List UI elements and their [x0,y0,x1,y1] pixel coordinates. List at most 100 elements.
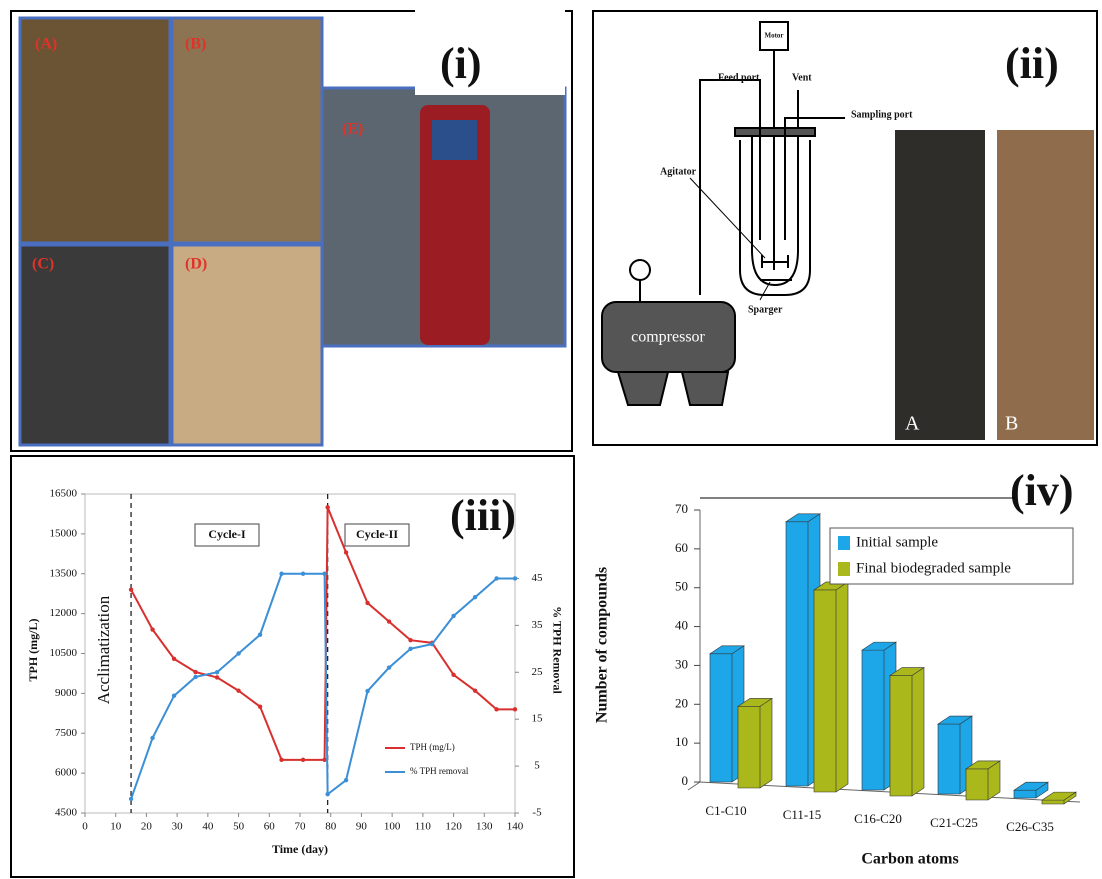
y-tick-label: 7500 [55,727,78,739]
bar [1014,782,1048,798]
x-tick-label: C26-C35 [1006,819,1054,834]
x-tick-label: 100 [384,821,401,833]
y-tick-label: 40 [675,618,688,633]
photo-grid: (A) (B) (E) (C) (D) (i) [20,10,565,445]
y-tick-label: 9000 [55,687,78,699]
y-tick-label: 70 [675,501,688,516]
y-tick-label: 20 [675,695,688,710]
point [473,689,477,693]
x-tick-label: 40 [202,821,214,833]
x-tick-label: 50 [233,821,245,833]
x-tick-label: 90 [356,821,368,833]
x-tick-label: 20 [141,821,153,833]
leader [690,178,765,258]
point [344,550,348,554]
point [365,689,369,693]
diagram-label: Vent [792,72,812,83]
point [150,627,154,631]
point [473,595,477,599]
y2-axis-label: % TPH Removal [550,606,564,694]
y-tick-label: 4500 [55,807,78,819]
point [387,665,391,669]
point [451,614,455,618]
bar [814,582,848,792]
point [408,638,412,642]
photo [997,130,1094,440]
photo-label: (A) [35,36,57,53]
x-tick-label: C21-C25 [930,815,978,830]
x-tick-label: 60 [264,821,276,833]
annotation: Acclimatization [94,595,113,704]
bar [738,698,772,788]
y-axis-label: Number of compounds [594,567,611,723]
point [258,704,262,708]
diagram-label: Agitator [660,166,697,177]
photo-label: B [1005,413,1018,435]
y-tick-label: 15000 [50,527,78,539]
y-tick-label: 30 [675,656,688,671]
x-tick-label: 80 [325,821,337,833]
photo-detail [432,120,477,160]
point [325,505,329,509]
x-tick-label: 70 [295,821,307,833]
photo [20,245,170,445]
point [172,694,176,698]
legend-label: Final biodegraded sample [856,560,1011,576]
gauge [630,260,650,280]
annotation: Cycle-II [356,527,398,541]
y2-tick-label: 45 [532,572,544,584]
panel-label: (i) [440,39,482,88]
point [387,619,391,623]
legend-swatch [838,562,850,576]
lid [735,128,815,136]
y-tick-label: 10 [675,734,688,749]
y2-tick-label: 15 [532,713,544,725]
y-tick-label: 12000 [50,607,78,619]
x-tick-label: C16-C20 [854,811,902,826]
label-background [415,10,565,95]
photo-label: (C) [32,256,54,273]
point [193,675,197,679]
y-tick-label: 10500 [50,647,78,659]
y2-tick-label: -5 [532,807,542,819]
photo-label: (B) [185,36,206,53]
x-tick-label: C1-C10 [705,803,746,818]
y-tick-label: 13500 [50,567,78,579]
point [344,778,348,782]
diagram-label: Motor [764,32,783,40]
point [129,797,133,801]
series-line [131,507,515,760]
legend-swatch [838,536,850,550]
bar [966,761,1000,800]
x-tick-label: 110 [415,821,432,833]
photo-label: (E) [342,121,363,138]
x-tick-label: 10 [110,821,122,833]
point [236,651,240,655]
photo-label: (D) [185,256,207,273]
point [430,642,434,646]
y-tick-label: 6000 [55,767,78,779]
point [322,572,326,576]
photo [172,245,322,445]
point [494,707,498,711]
panel-label: (iv) [1010,466,1074,515]
point [150,736,154,740]
figure-canvas: (A) (B) (E) (C) (D) (i) Motor Feed port … [0,0,1102,879]
bar [1042,792,1076,804]
x-tick-label: 120 [445,821,462,833]
x-axis-label: Carbon atoms [861,851,958,868]
bar [890,668,924,796]
y2-tick-label: 35 [532,619,544,631]
point [322,758,326,762]
panel-label: (ii) [1005,39,1059,88]
photo-label: A [905,413,920,435]
point [215,675,219,679]
point [236,689,240,693]
y-tick-label: 60 [675,540,688,555]
x-tick-label: 30 [172,821,184,833]
point [172,657,176,661]
legend-label: % TPH removal [410,766,469,776]
x-axis-label: Time (day) [272,842,328,856]
diagram-label: Sampling port [851,109,913,120]
x-tick-label: 0 [82,821,88,833]
